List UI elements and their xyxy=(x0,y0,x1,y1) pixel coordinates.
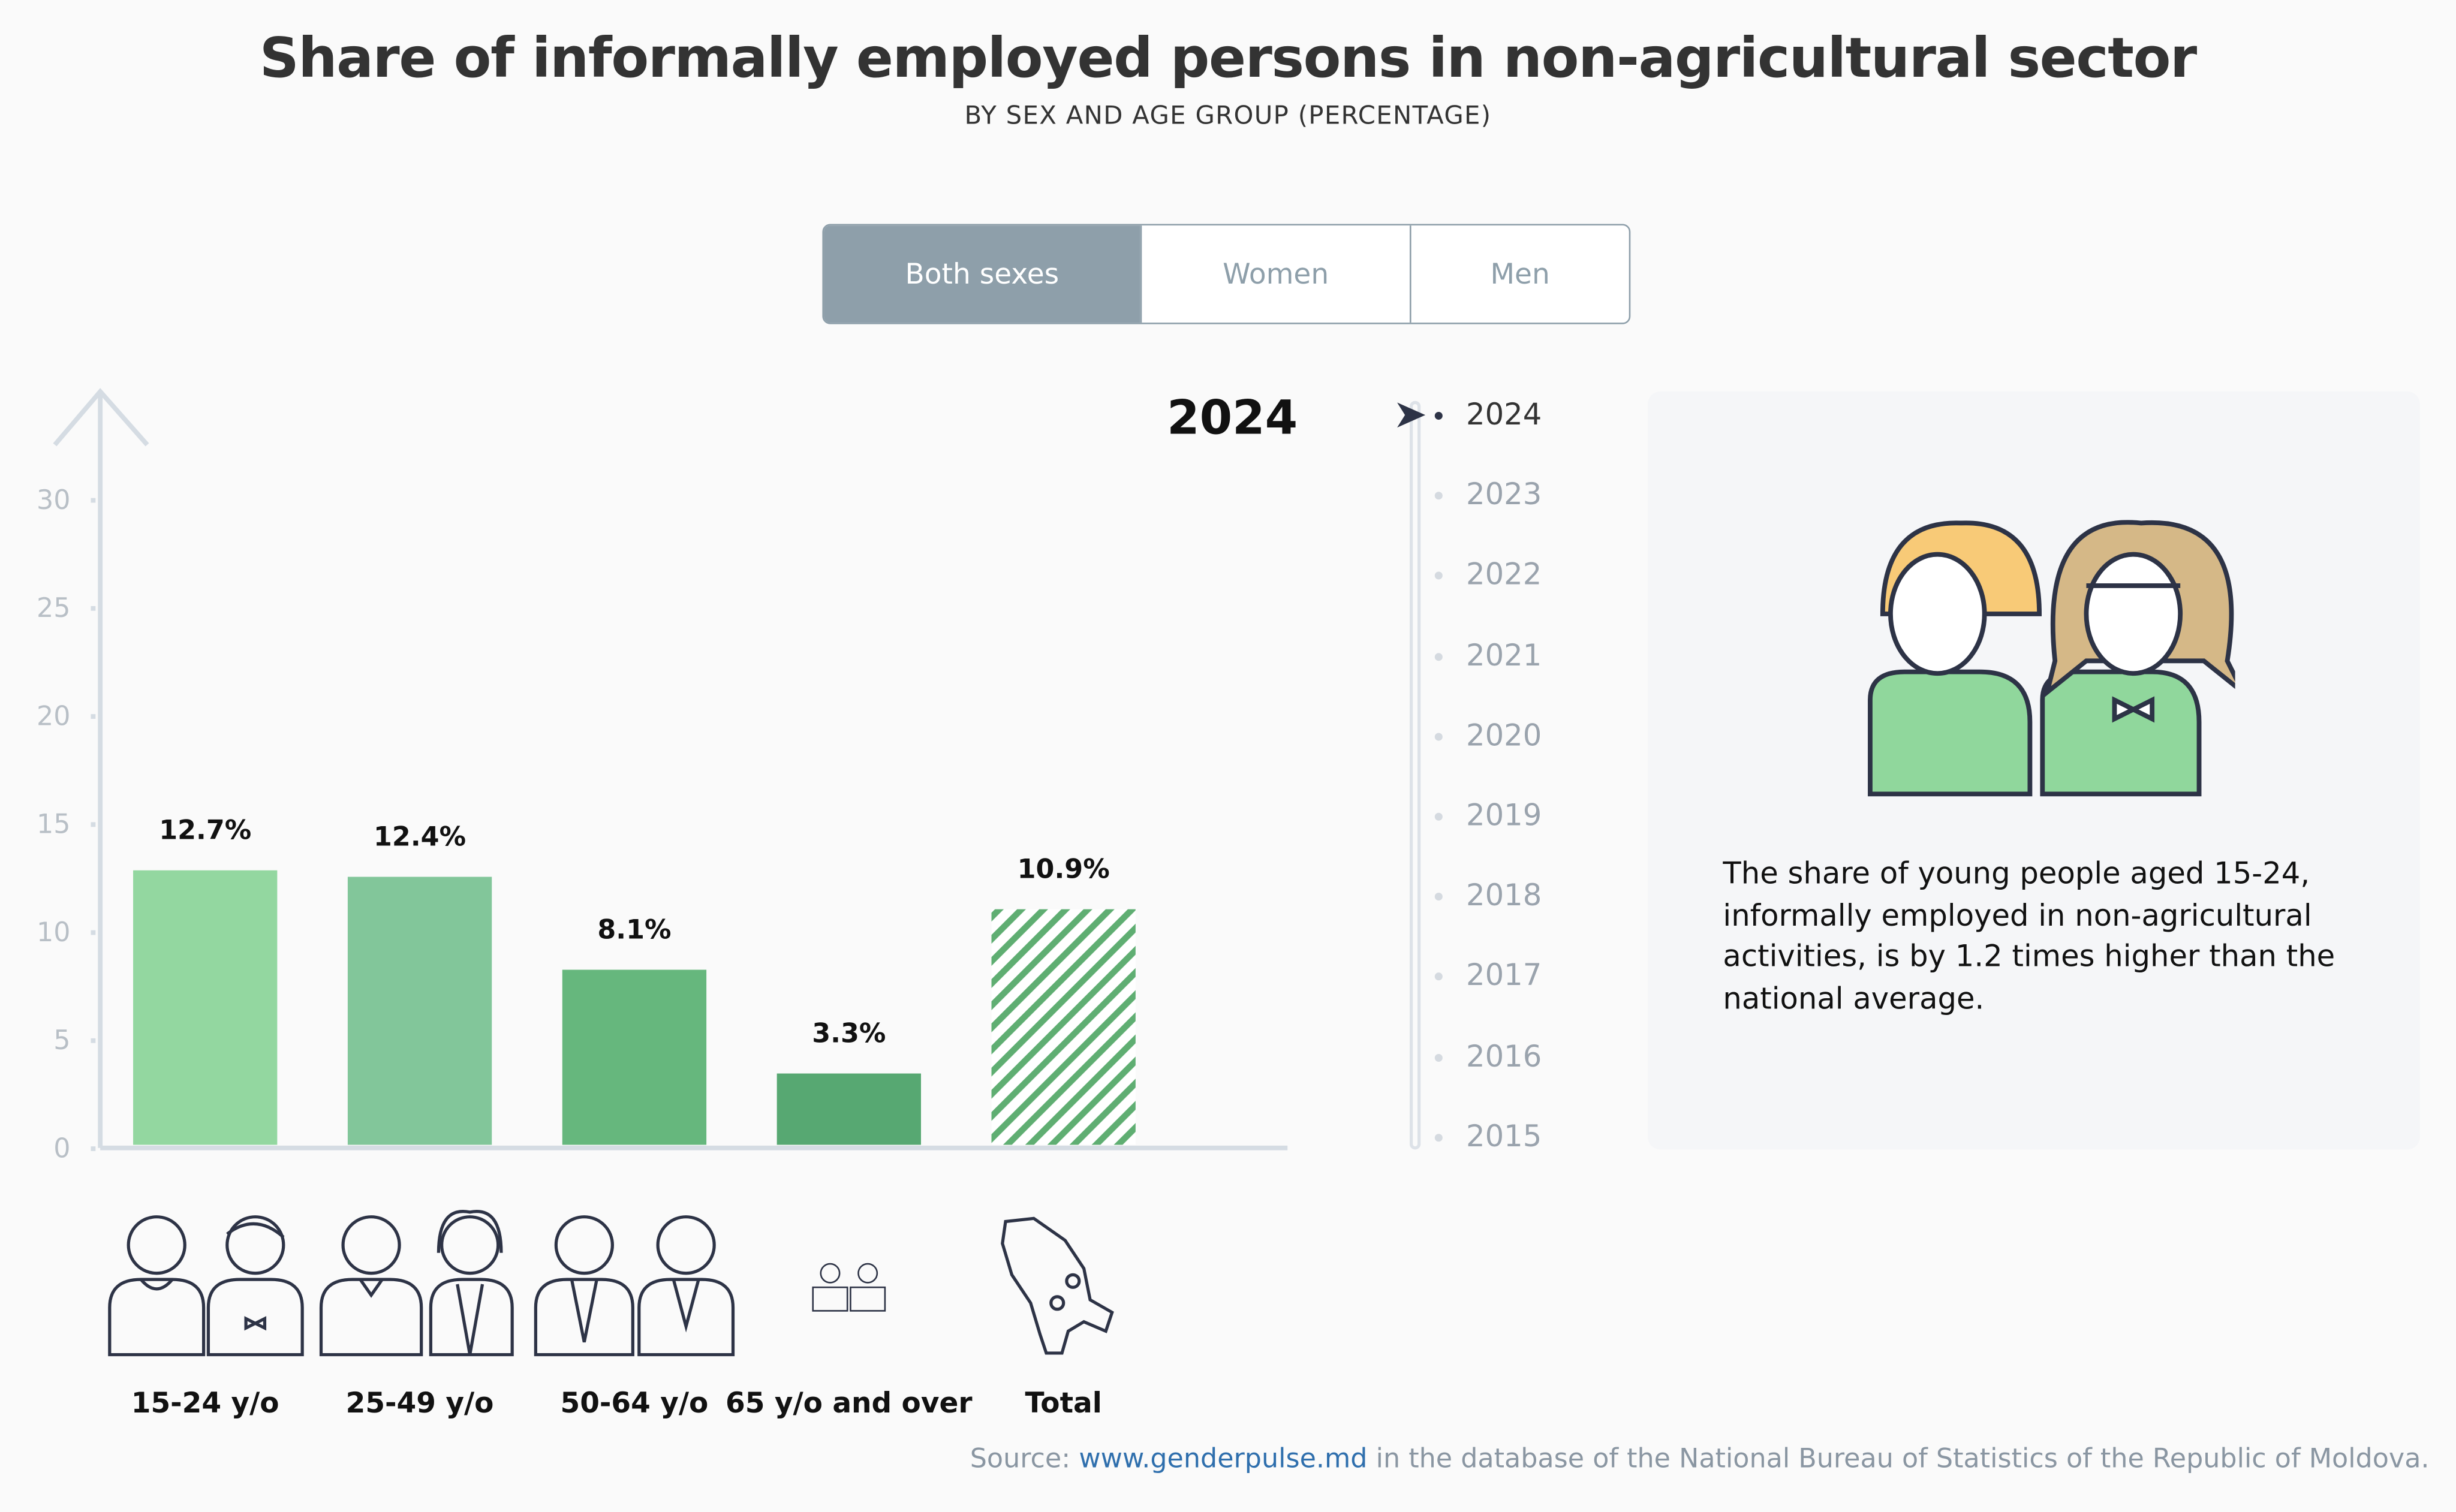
y-tick-mark xyxy=(91,498,96,503)
timeline-year-2016[interactable]: 2016 xyxy=(1466,1039,1542,1074)
source-prefix: Source: xyxy=(970,1444,1079,1475)
y-tick-mark xyxy=(91,714,96,719)
category-icons xyxy=(108,1210,1114,1357)
y-tick-mark xyxy=(91,606,96,611)
bar-value-label: 10.9% xyxy=(1018,854,1110,884)
source-link[interactable]: www.genderpulse.md xyxy=(1079,1444,1368,1475)
axis-lines xyxy=(53,388,1288,1150)
timeline-year-2019[interactable]: 2019 xyxy=(1466,799,1542,833)
bar-value-label: 12.4% xyxy=(374,821,466,852)
timeline-dot[interactable] xyxy=(1434,973,1443,981)
timeline-dot[interactable] xyxy=(1434,652,1443,661)
y-tick-mark xyxy=(91,1146,96,1151)
adult-woman-icon xyxy=(429,1210,514,1357)
bar xyxy=(562,969,707,1145)
senior-woman-icon xyxy=(637,1215,735,1357)
page-title: Share of informally employed persons in … xyxy=(259,28,2197,91)
timeline-year-2020[interactable]: 2020 xyxy=(1466,718,1542,753)
category-label: 15-24 y/o xyxy=(131,1387,279,1421)
bar-value-label: 3.3% xyxy=(812,1018,886,1049)
y-tick-label: 20 xyxy=(37,701,71,731)
timeline-dot[interactable] xyxy=(1434,572,1443,580)
timeline-year-2022[interactable]: 2022 xyxy=(1466,558,1542,593)
insight-text: The share of young people aged 15-24, in… xyxy=(1723,856,2335,1016)
category-label: 65 y/o and over xyxy=(726,1387,973,1421)
timeline-year-2017[interactable]: 2017 xyxy=(1466,959,1542,994)
bar-chart: 0 5 10 15 20 25 30 12.7% 12.4% 8.1% 3.3% 10.9% xyxy=(37,388,1288,1164)
bar xyxy=(776,1073,921,1145)
timeline-dot[interactable] xyxy=(1434,1133,1443,1141)
adult-man-icon xyxy=(319,1215,423,1357)
source-suffix: in the database of the National Bureau o… xyxy=(1367,1444,2430,1475)
page-subtitle: BY SEX AND AGE GROUP (PERCENTAGE) xyxy=(964,100,1492,130)
bar-value-label: 8.1% xyxy=(597,914,671,945)
y-tick-label: 0 xyxy=(53,1133,70,1164)
youth-boy-icon xyxy=(108,1215,206,1357)
young-people-illustration xyxy=(1868,520,2235,797)
category-label: Total xyxy=(1025,1387,1102,1421)
moldova-map-icon xyxy=(1001,1216,1114,1355)
timeline-dot[interactable] xyxy=(1434,1053,1443,1062)
timeline-year-2024[interactable]: 2024 xyxy=(1466,397,1542,432)
insight-panel: The share of young people aged 15-24, in… xyxy=(1648,391,2420,1150)
y-tick-mark xyxy=(91,930,96,935)
tab-men[interactable]: Men xyxy=(1409,225,1629,323)
y-tick-mark xyxy=(91,1038,96,1043)
y-tick-mark xyxy=(91,822,96,827)
timeline-dot[interactable] xyxy=(1434,492,1443,500)
tab-both-sexes[interactable]: Both sexes xyxy=(824,225,1140,323)
selected-year-label: 2024 xyxy=(1167,391,1298,447)
timeline-dot[interactable] xyxy=(1434,732,1443,741)
bar xyxy=(347,877,492,1145)
timeline-year-2023[interactable]: 2023 xyxy=(1466,478,1542,513)
y-tick-label: 25 xyxy=(37,593,71,624)
youth-girl-icon xyxy=(206,1215,304,1357)
source-note: Source: www.genderpulse.md in the databa… xyxy=(970,1444,2430,1475)
timeline-year-2021[interactable]: 2021 xyxy=(1466,638,1542,673)
timeline-dot[interactable] xyxy=(1434,412,1443,420)
timeline-year-2015[interactable]: 2015 xyxy=(1466,1119,1542,1154)
y-tick-label: 10 xyxy=(37,917,71,948)
elderly-couple-icon xyxy=(812,1263,886,1312)
bar xyxy=(991,909,1136,1145)
current-year-pointer-icon[interactable] xyxy=(1397,402,1428,428)
senior-man-icon xyxy=(534,1215,634,1357)
timeline-track[interactable] xyxy=(1409,400,1421,1150)
bar xyxy=(133,870,278,1145)
sex-filter-tabs: Both sexes Women Men xyxy=(822,224,1631,324)
y-tick-label: 30 xyxy=(37,485,71,516)
category-label: 50-64 y/o xyxy=(560,1387,709,1421)
tab-women[interactable]: Women xyxy=(1140,225,1410,323)
timeline-dot[interactable] xyxy=(1434,893,1443,901)
category-label: 25-49 y/o xyxy=(345,1387,494,1421)
timeline-year-2018[interactable]: 2018 xyxy=(1466,878,1542,914)
bar-value-label: 12.7% xyxy=(159,815,251,845)
timeline-dot[interactable] xyxy=(1434,812,1443,821)
y-tick-label: 5 xyxy=(53,1025,70,1056)
y-tick-label: 15 xyxy=(37,809,71,840)
